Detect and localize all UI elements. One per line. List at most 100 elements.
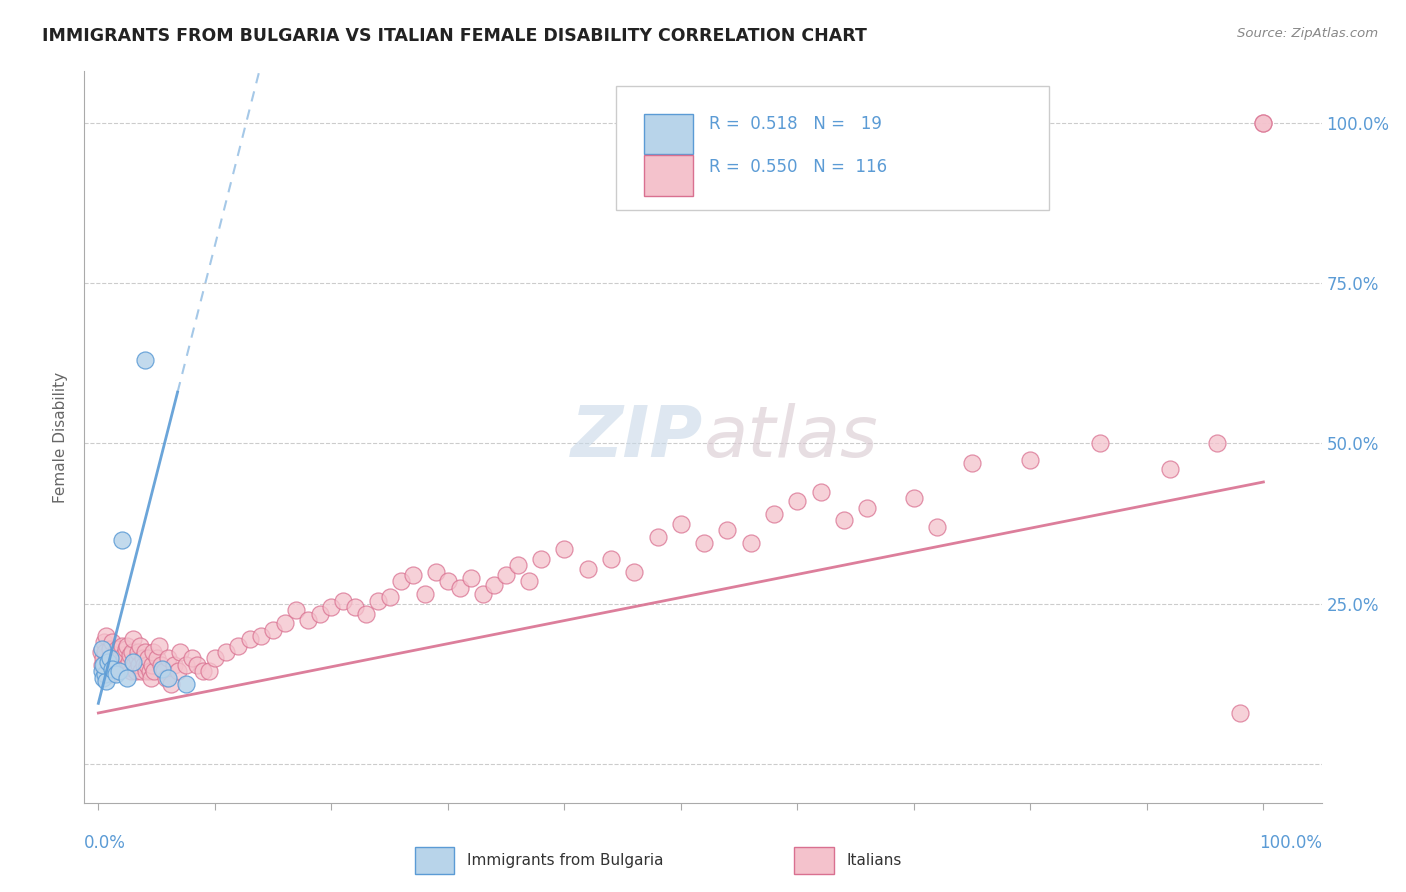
Point: [114, 661, 136, 675]
Point: [437, 574, 460, 589]
Point: [623, 565, 645, 579]
Point: [740, 536, 762, 550]
Point: [285, 603, 308, 617]
Point: [519, 574, 541, 589]
Point: [104, 648, 127, 663]
Text: Italians: Italians: [846, 854, 901, 868]
Point: [90, 657, 112, 672]
Point: [903, 491, 925, 505]
Point: [810, 484, 832, 499]
Text: IMMIGRANTS FROM BULGARIA VS ITALIAN FEMALE DISABILITY CORRELATION CHART: IMMIGRANTS FROM BULGARIA VS ITALIAN FEMA…: [42, 27, 868, 45]
Point: [121, 645, 143, 659]
Point: [960, 456, 983, 470]
Point: [101, 662, 124, 676]
Point: [308, 607, 330, 621]
Point: [98, 641, 121, 656]
Point: [142, 645, 165, 659]
Point: [101, 635, 124, 649]
Point: [104, 667, 127, 681]
Point: [274, 616, 297, 631]
Point: [112, 648, 135, 663]
Point: [138, 651, 160, 665]
Point: [122, 655, 145, 669]
Point: [90, 665, 112, 679]
Point: [98, 651, 121, 665]
Text: Immigrants from Bulgaria: Immigrants from Bulgaria: [467, 854, 664, 868]
Point: [111, 533, 134, 547]
FancyBboxPatch shape: [616, 86, 1049, 211]
Point: [495, 568, 517, 582]
Point: [97, 651, 120, 665]
Point: [90, 641, 112, 656]
Point: [91, 651, 114, 665]
Point: [159, 677, 181, 691]
Point: [449, 581, 471, 595]
Point: [94, 645, 117, 659]
Point: [107, 657, 129, 672]
Point: [166, 665, 188, 679]
Point: [118, 648, 141, 663]
Point: [576, 561, 599, 575]
Point: [104, 661, 127, 675]
Point: [150, 657, 173, 672]
Point: [134, 645, 156, 659]
Point: [180, 651, 202, 665]
Point: [152, 665, 174, 679]
Point: [152, 662, 174, 676]
Point: [1253, 116, 1275, 130]
Point: [93, 635, 115, 649]
Point: [97, 657, 120, 672]
Point: [108, 661, 131, 675]
Point: [198, 665, 221, 679]
Point: [105, 641, 128, 656]
Point: [93, 657, 115, 672]
Point: [96, 673, 118, 688]
Point: [332, 593, 354, 607]
Point: [215, 645, 238, 659]
Point: [832, 514, 855, 528]
Point: [378, 591, 401, 605]
Point: [460, 571, 482, 585]
Point: [413, 587, 436, 601]
Point: [716, 523, 738, 537]
Point: [506, 558, 529, 573]
Point: [124, 665, 146, 679]
Point: [135, 665, 157, 679]
Point: [138, 665, 160, 679]
Point: [530, 552, 553, 566]
Point: [141, 657, 163, 672]
Point: [124, 657, 146, 672]
Point: [120, 665, 142, 679]
Point: [471, 587, 494, 601]
Point: [108, 665, 131, 679]
Point: [148, 639, 170, 653]
Point: [155, 671, 177, 685]
Point: [111, 655, 134, 669]
FancyBboxPatch shape: [644, 114, 693, 154]
Point: [174, 657, 197, 672]
Point: [131, 665, 153, 679]
Point: [553, 542, 575, 557]
Point: [693, 536, 716, 550]
Point: [122, 632, 145, 647]
Point: [131, 651, 153, 665]
Point: [110, 651, 132, 665]
Point: [484, 577, 506, 591]
Point: [111, 639, 134, 653]
Point: [1205, 436, 1227, 450]
Point: [96, 629, 118, 643]
Point: [134, 353, 156, 368]
Point: [157, 671, 180, 685]
Point: [97, 655, 120, 669]
Point: [100, 667, 122, 681]
Text: atlas: atlas: [703, 402, 877, 472]
Point: [125, 651, 148, 665]
Point: [132, 657, 155, 672]
Point: [174, 677, 197, 691]
Point: [763, 507, 786, 521]
Point: [647, 529, 669, 543]
Point: [103, 655, 125, 669]
Point: [157, 651, 180, 665]
Point: [226, 639, 249, 653]
Point: [297, 613, 319, 627]
